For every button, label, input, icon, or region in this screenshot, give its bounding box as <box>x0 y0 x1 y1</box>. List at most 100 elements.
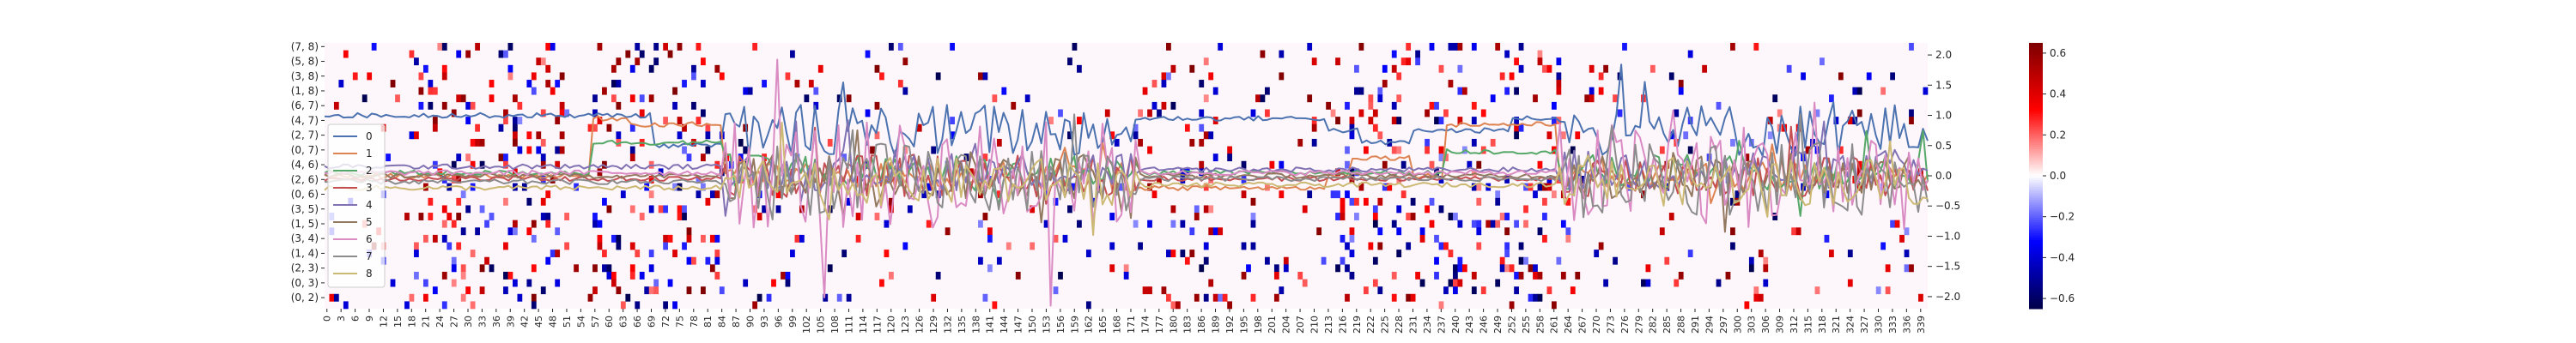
colorbar-step <box>2029 224 2043 227</box>
heatmap-cell <box>1208 279 1214 287</box>
heatmap-cell <box>1335 213 1340 220</box>
colorbar-step <box>2029 85 2043 88</box>
heatmap-cell <box>889 43 894 51</box>
colorbar-step <box>2029 208 2043 212</box>
heatmap-cell <box>1104 109 1110 117</box>
x-tick-label: 273 <box>1605 316 1616 334</box>
heatmap-cell <box>1396 146 1402 154</box>
heatmap-cell <box>705 197 711 206</box>
heatmap-cell <box>1448 250 1454 258</box>
colorbar-step <box>2029 149 2043 153</box>
heatmap-cell <box>921 190 927 199</box>
heatmap-cell <box>1838 72 1844 81</box>
heatmap-cell <box>606 271 612 280</box>
heatmap-cell <box>1448 213 1454 220</box>
heatmap-cell <box>648 205 654 214</box>
heatmap-cell <box>1425 138 1430 147</box>
heatmap-cell <box>1062 234 1068 243</box>
heatmap-cell <box>1824 234 1830 243</box>
heatmap-cell <box>1260 94 1266 103</box>
heatmap-cell <box>1909 109 1914 117</box>
x-tick-label: 6 <box>350 316 361 322</box>
x-tick-label: 66 <box>632 316 643 328</box>
heatmap-cell <box>1457 87 1463 95</box>
heatmap-cell <box>611 64 617 73</box>
heatmap-cell <box>874 101 880 110</box>
heatmap-cell <box>1349 234 1355 243</box>
heatmap-cell <box>705 146 711 154</box>
colorbar-step <box>2029 64 2043 68</box>
heatmap-cell <box>846 293 852 302</box>
heatmap-cell <box>1875 286 1881 295</box>
heatmap-cell <box>677 205 683 214</box>
heatmap-cell <box>1391 271 1397 280</box>
heatmap-cell <box>470 160 476 169</box>
x-tick-label: 195 <box>1238 316 1249 334</box>
colorbar-step <box>2029 273 2043 276</box>
heatmap-cell <box>517 117 523 125</box>
series-line-8 <box>324 121 1929 237</box>
heatmap-cell <box>1053 234 1059 243</box>
x-tick-label: 129 <box>928 316 939 334</box>
colorbar-step <box>2029 151 2043 154</box>
heatmap-cell <box>625 293 631 302</box>
heatmap-cell <box>517 293 523 302</box>
heatmap-cell <box>611 80 617 87</box>
heatmap-cell <box>1542 183 1547 191</box>
heatmap-cell <box>1180 220 1186 228</box>
colorbar-step <box>2029 140 2043 143</box>
heatmap-cell <box>1335 190 1340 199</box>
y-tick-label: (2, 7) <box>291 129 319 141</box>
colorbar-step <box>2029 53 2043 57</box>
heatmap-cell <box>1349 227 1355 236</box>
heatmap-cell <box>564 242 570 250</box>
heatmap-cell <box>1368 242 1374 250</box>
heatmap-cell <box>531 264 537 273</box>
heatmap-cell <box>592 123 598 132</box>
colorbar-step <box>2029 218 2043 221</box>
heatmap-cell <box>1410 213 1416 220</box>
heatmap-cell <box>1763 256 1769 265</box>
colorbar-step <box>2029 202 2043 206</box>
colorbar-step <box>2029 51 2043 55</box>
heatmap-cell <box>1518 271 1524 280</box>
heatmap-cell <box>682 80 687 87</box>
colorbar-step <box>2029 87 2043 90</box>
heatmap-cell <box>1227 146 1232 154</box>
heatmap-cell <box>1687 146 1693 154</box>
heatmap-cell <box>1546 131 1552 140</box>
heatmap-cell <box>1053 286 1059 295</box>
heatmap-cell <box>460 190 466 199</box>
x-tick-label: 333 <box>1887 316 1899 334</box>
heatmap-cell <box>1358 87 1364 95</box>
y-right-tick-label: 2.0 <box>1935 49 1952 61</box>
heatmap-cell <box>1184 168 1190 177</box>
heatmap-cell <box>691 72 696 81</box>
heatmap-cell <box>1641 279 1646 287</box>
heatmap-cell <box>1753 43 1759 51</box>
heatmap-cell <box>540 160 546 169</box>
x-tick-label: 3 <box>336 316 347 322</box>
heatmap-cell <box>1429 43 1435 51</box>
heatmap-cell <box>545 220 551 228</box>
colorbar-step <box>2029 162 2043 165</box>
heatmap-cell <box>479 160 485 169</box>
heatmap-cell <box>1349 123 1355 132</box>
heatmap-cell <box>432 286 438 295</box>
colorbar-step <box>2029 123 2043 126</box>
y-right-tick-label: −1.0 <box>1935 230 1960 242</box>
colorbar-step <box>2029 184 2043 188</box>
heatmap-cell <box>1674 109 1680 117</box>
heatmap-cell <box>1514 220 1519 228</box>
heatmap-cell <box>1485 220 1492 228</box>
heatmap-cell <box>390 279 396 287</box>
colorbar-step <box>2029 229 2043 232</box>
x-tick-label: 258 <box>1534 316 1546 334</box>
heatmap-cell <box>1250 213 1256 220</box>
heatmap-cell <box>667 279 673 287</box>
heatmap-cell <box>1138 242 1143 250</box>
x-tick-label: 21 <box>421 316 432 328</box>
heatmap-cell <box>1560 271 1566 280</box>
heatmap-cell <box>1001 87 1007 95</box>
heatmap-cell <box>1345 190 1350 199</box>
